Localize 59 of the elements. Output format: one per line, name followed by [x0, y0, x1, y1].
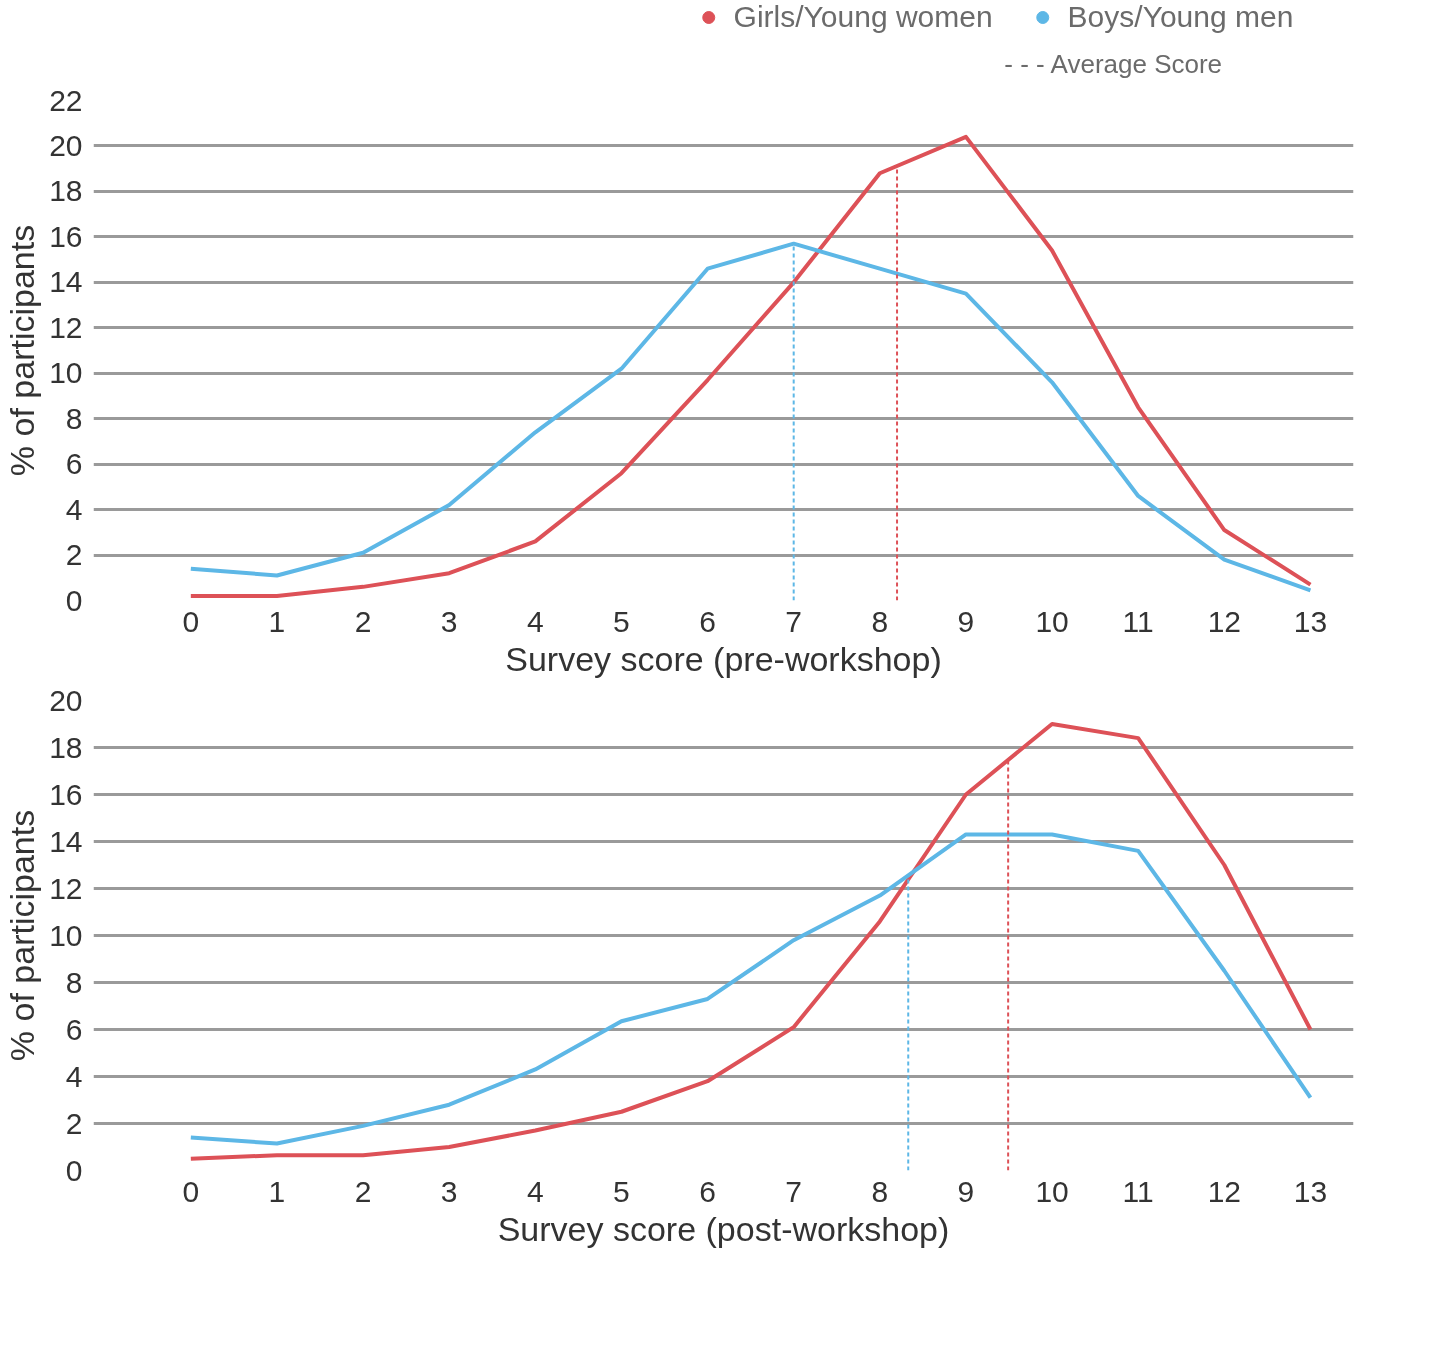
x-tick-label: 7 — [785, 1174, 803, 1208]
y-tick-label: 16 — [49, 219, 83, 253]
y-tick-label: 6 — [65, 447, 83, 481]
x-axis-title: Survey score (post-workshop) — [497, 1209, 950, 1248]
x-tick-label: 8 — [871, 1174, 889, 1208]
y-tick-label: 22 — [49, 83, 83, 117]
y-tick-label: 10 — [49, 356, 83, 390]
x-tick-label: 9 — [957, 604, 975, 638]
x-tick-label: 0 — [182, 604, 200, 638]
x-tick-label: 6 — [699, 1174, 716, 1208]
x-tick-label: 8 — [871, 604, 889, 638]
x-tick-label: 3 — [440, 1174, 458, 1208]
x-axis-title: Survey score (pre-workshop) — [505, 639, 942, 678]
x-tick-label: 9 — [957, 1174, 975, 1208]
y-tick-label: 6 — [65, 1012, 83, 1046]
y-tick-label: 10 — [49, 918, 83, 952]
x-tick-label: 2 — [354, 1174, 372, 1208]
y-axis-title: % of participants — [3, 809, 42, 1062]
y-tick-label: 12 — [49, 871, 83, 905]
text: - - - Average Score — [1004, 48, 1223, 79]
y-tick-label: 14 — [49, 265, 83, 299]
x-tick-label: 10 — [1035, 604, 1069, 638]
x-tick-label: 10 — [1035, 1174, 1069, 1208]
y-tick-label: 16 — [49, 777, 83, 811]
y-tick-label: 18 — [49, 174, 83, 208]
x-tick-label: 11 — [1122, 1174, 1154, 1208]
x-tick-label: 0 — [182, 1174, 200, 1208]
y-tick-label: 20 — [49, 683, 83, 717]
x-tick-label: 5 — [613, 604, 630, 638]
x-tick-label: 12 — [1207, 1174, 1241, 1208]
x-tick-label: 1 — [268, 1174, 286, 1208]
x-tick-label: 13 — [1293, 1174, 1328, 1208]
y-axis-title: % of participants — [3, 224, 42, 477]
x-tick-label: 3 — [440, 604, 458, 638]
y-tick-label: 2 — [65, 538, 83, 572]
x-tick-label: 4 — [526, 1174, 544, 1208]
y-tick-label: 4 — [65, 1059, 83, 1093]
legend-label: Boys/Young men — [1067, 0, 1294, 34]
y-tick-label: 20 — [49, 128, 83, 162]
x-tick-label: 13 — [1293, 604, 1328, 638]
x-tick-label: 12 — [1207, 604, 1241, 638]
x-tick-label: 11 — [1122, 604, 1154, 638]
y-tick-label: 0 — [65, 1153, 83, 1187]
y-tick-label: 8 — [65, 965, 83, 999]
x-tick-label: 7 — [785, 604, 803, 638]
y-tick-label: 2 — [65, 1106, 83, 1140]
x-tick-label: 1 — [268, 604, 286, 638]
y-tick-label: 18 — [49, 730, 83, 764]
y-tick-label: 4 — [65, 492, 83, 526]
y-tick-label: 0 — [65, 583, 83, 617]
x-tick-label: 6 — [699, 604, 716, 638]
x-tick-label: 5 — [613, 1174, 630, 1208]
y-tick-label: 12 — [49, 310, 83, 344]
x-tick-label: 2 — [354, 604, 372, 638]
y-tick-label: 8 — [65, 401, 83, 435]
legend-label: Girls/Young women — [733, 0, 993, 34]
x-tick-label: 4 — [526, 604, 544, 638]
y-tick-label: 14 — [49, 824, 83, 858]
line-series — [188, 134, 1313, 598]
